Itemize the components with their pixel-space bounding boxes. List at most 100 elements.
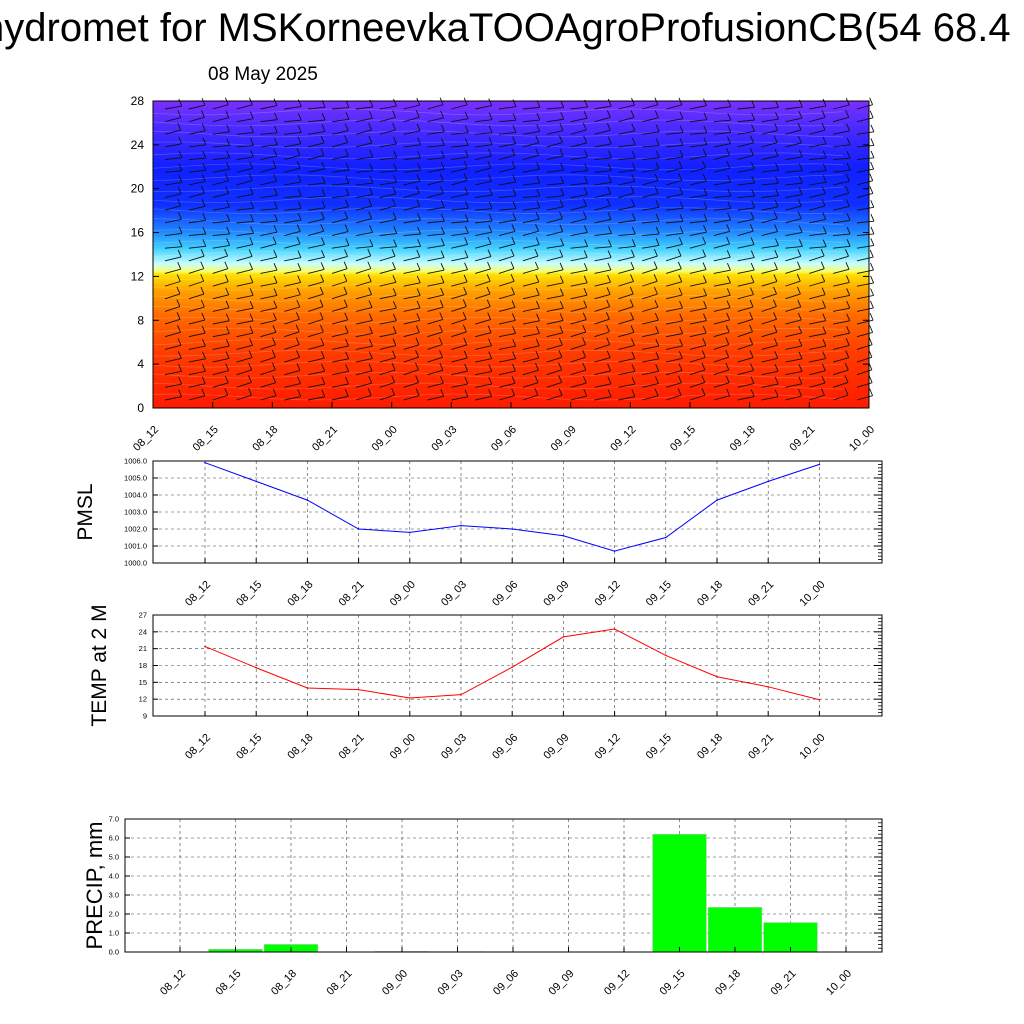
- wind-barb: [188, 376, 206, 388]
- wind-barb: [212, 388, 229, 401]
- wind-barb: [689, 160, 706, 173]
- wind-barb: [785, 312, 802, 325]
- wind-barb: [331, 261, 348, 274]
- wind-barb: [499, 201, 517, 211]
- x-tick-label: 09_18: [695, 732, 725, 762]
- wind-barb: [379, 313, 397, 325]
- wind-barb: [164, 389, 182, 401]
- wind-barb: [546, 249, 564, 262]
- y-tick-label: 1006.0: [124, 457, 147, 466]
- wind-barb: [260, 98, 278, 110]
- wind-barb: [498, 224, 516, 236]
- y-tick-label: 1000.0: [124, 559, 147, 568]
- wind-barb: [618, 97, 635, 110]
- wind-barb: [809, 287, 826, 300]
- wind-barb: [546, 325, 564, 338]
- x-tick-label: 09_00: [380, 968, 410, 998]
- wind-barb: [164, 376, 183, 388]
- wind-barb: [284, 389, 302, 401]
- wind-barb: [642, 238, 660, 249]
- wind-barb: [856, 249, 874, 262]
- wind-barb: [355, 122, 372, 135]
- wind-barb: [594, 350, 611, 363]
- wind-barb: [498, 261, 515, 274]
- wind-barb: [546, 375, 563, 388]
- temp-panel: 9 12 15 18 21 24 27 08_12 08_15 08_18 08_21 09_00 09…: [88, 604, 883, 762]
- wind-barb: [522, 237, 540, 249]
- wind-barbs: [164, 97, 875, 401]
- wind-barb: [236, 262, 253, 274]
- wind-barb: [856, 262, 874, 274]
- wind-barb: [689, 388, 706, 401]
- wind-barb: [737, 188, 756, 199]
- heatmap-x-tick-label: 09_09: [549, 424, 579, 454]
- wind-barb: [618, 286, 634, 300]
- wind-barb: [164, 286, 181, 300]
- wind-barb: [379, 239, 398, 249]
- wind-barb: [856, 325, 874, 338]
- wind-barb: [570, 250, 588, 262]
- wind-barb: [403, 239, 422, 249]
- wind-barb: [451, 274, 468, 287]
- wind-barb: [833, 123, 851, 135]
- wind-barb: [427, 186, 444, 199]
- wind-barb: [713, 201, 732, 211]
- y-tick-label: 6.0: [109, 834, 119, 843]
- wind-barb: [164, 262, 182, 274]
- wind-barb: [713, 337, 730, 350]
- wind-barb: [689, 375, 706, 388]
- data-point: [204, 461, 206, 464]
- wind-barb: [856, 337, 873, 350]
- wind-barb: [642, 326, 660, 338]
- wind-barb: [761, 100, 779, 110]
- wind-barb: [499, 188, 517, 199]
- wind-barb: [308, 337, 325, 350]
- wind-barb: [284, 188, 302, 199]
- wind-barb: [594, 274, 611, 287]
- wind-barb: [260, 225, 278, 236]
- heatmap-y-tick-label: 28: [131, 94, 145, 108]
- wind-barb: [809, 226, 827, 236]
- wind-barb: [260, 112, 278, 123]
- y-tick-label: 1.0: [109, 929, 119, 938]
- wind-barb: [689, 112, 708, 123]
- x-tick-label: 09_06: [490, 579, 520, 609]
- wind-barb: [785, 325, 803, 338]
- x-tick-label: 09_03: [439, 732, 469, 762]
- wind-barb: [713, 300, 731, 312]
- wind-barb: [785, 175, 803, 186]
- wind-barb: [761, 376, 779, 388]
- wind-barb: [260, 148, 278, 161]
- wind-barb: [737, 324, 753, 338]
- wind-barb: [785, 351, 803, 363]
- wind-barb: [689, 137, 708, 148]
- wind-barb: [403, 226, 421, 236]
- contour-line: [152, 185, 844, 193]
- wind-barb: [761, 199, 779, 211]
- wind-barb: [809, 261, 825, 274]
- contour-line: [152, 218, 844, 225]
- wind-barb: [451, 161, 468, 173]
- wind-barb: [546, 238, 565, 249]
- wind-barb: [188, 123, 206, 135]
- wind-barb: [594, 122, 611, 135]
- wind-barb: [642, 226, 660, 236]
- y-tick-label: 4.0: [109, 872, 119, 881]
- wind-barb: [475, 351, 493, 363]
- wind-barb: [188, 351, 206, 363]
- wind-barb: [498, 236, 516, 249]
- wind-barb: [713, 188, 732, 199]
- wind-barb: [522, 148, 540, 161]
- wind-barb: [809, 150, 827, 161]
- wind-barb: [570, 375, 587, 388]
- wind-barb: [761, 286, 777, 300]
- wind-barb: [498, 274, 515, 287]
- heatmap-y-tick-label: 20: [131, 182, 145, 196]
- wind-barb: [713, 136, 731, 148]
- wind-barb: [308, 161, 326, 173]
- wind-barb: [618, 213, 636, 224]
- wind-barb: [618, 174, 636, 186]
- x-tick-label: 09_21: [746, 732, 776, 762]
- wind-barb: [737, 161, 755, 173]
- wind-barb: [188, 110, 205, 123]
